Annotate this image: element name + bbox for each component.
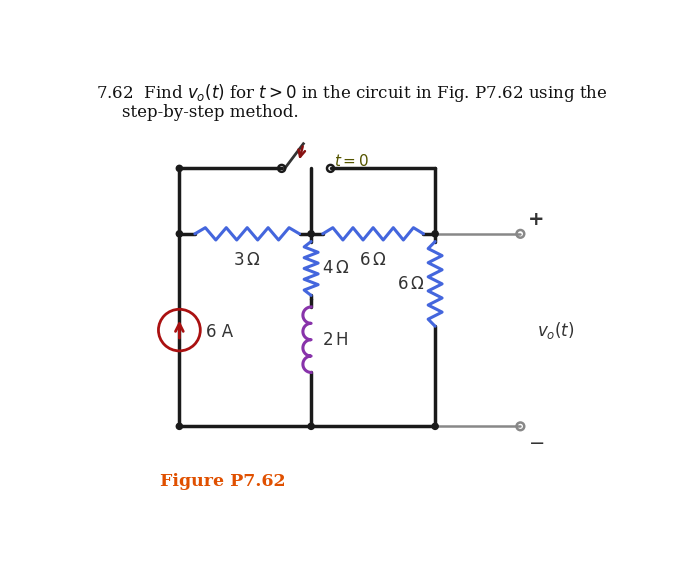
Text: step-by-step method.: step-by-step method. [122, 104, 299, 121]
Text: $2\,\mathrm{H}$: $2\,\mathrm{H}$ [322, 331, 348, 349]
Text: $v_o(t)$: $v_o(t)$ [538, 320, 575, 341]
Circle shape [176, 166, 182, 171]
Text: $6\,\Omega$: $6\,\Omega$ [397, 275, 424, 293]
Circle shape [432, 231, 438, 237]
Text: Figure P7.62: Figure P7.62 [160, 473, 285, 490]
Circle shape [176, 423, 182, 430]
Circle shape [432, 423, 438, 430]
Text: $3\,\Omega$: $3\,\Omega$ [234, 251, 261, 269]
Circle shape [308, 231, 314, 237]
Text: $t = 0$: $t = 0$ [334, 152, 370, 168]
Text: $-$: $-$ [528, 432, 545, 451]
Circle shape [308, 423, 314, 430]
Circle shape [176, 231, 182, 237]
Text: $6\,\Omega$: $6\,\Omega$ [359, 251, 387, 269]
Text: +: + [528, 211, 545, 229]
Text: 7.62  Find $v_o(t)$ for $t > 0$ in the circuit in Fig. P7.62 using the: 7.62 Find $v_o(t)$ for $t > 0$ in the ci… [95, 82, 607, 104]
Text: 6 A: 6 A [207, 323, 234, 341]
Text: $4\,\Omega$: $4\,\Omega$ [322, 259, 350, 278]
